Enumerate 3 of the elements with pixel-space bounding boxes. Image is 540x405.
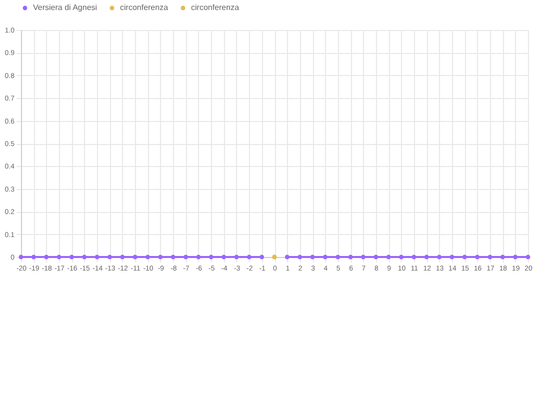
legend-label: circonferenza xyxy=(191,3,240,12)
legend-label: Versiera di Agnesi xyxy=(33,3,98,12)
legend-label: circonferenza xyxy=(120,3,169,12)
